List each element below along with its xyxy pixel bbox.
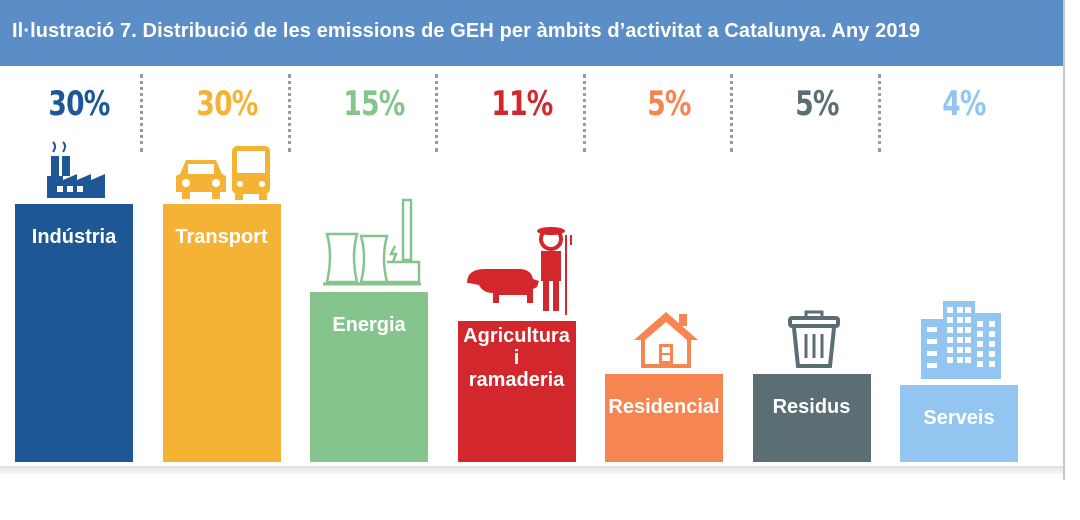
category-label: Serveis bbox=[900, 407, 1018, 429]
value-label: 4% bbox=[942, 84, 986, 124]
value-label: 5% bbox=[647, 84, 691, 124]
category-label: Residencial bbox=[605, 396, 723, 418]
power-plant-icon bbox=[321, 196, 421, 288]
column-separator bbox=[730, 74, 733, 152]
category-label-line: i bbox=[513, 347, 520, 369]
bar: Transport bbox=[162, 204, 281, 462]
column-separator bbox=[287, 74, 291, 152]
category-label-line: Residencial bbox=[608, 396, 720, 418]
category-label: Energia bbox=[310, 314, 428, 336]
bar: Residencial bbox=[605, 374, 723, 462]
category-label: Indústria bbox=[15, 226, 133, 248]
value-label: 11% bbox=[490, 84, 553, 124]
category-label-line: Serveis bbox=[923, 407, 995, 429]
farmer-pig-icon bbox=[463, 225, 575, 317]
bar: Energia bbox=[310, 292, 428, 462]
trash-can-icon bbox=[786, 310, 842, 370]
title-bar: Il·lustració 7. Distribució de les emiss… bbox=[0, 0, 1065, 66]
value-label: 30% bbox=[195, 84, 258, 124]
column-separator bbox=[582, 74, 586, 152]
column-separator bbox=[435, 74, 438, 152]
car-bus-icon bbox=[174, 144, 274, 200]
house-icon bbox=[631, 308, 701, 370]
category-label: Transport bbox=[163, 226, 281, 248]
column-separator bbox=[140, 74, 143, 152]
category-label-line: Residus bbox=[772, 396, 851, 418]
category-label-line: Transport bbox=[175, 226, 268, 248]
buildings-icon bbox=[919, 299, 1003, 381]
bar: Indústria bbox=[15, 204, 133, 462]
baseline-shadow bbox=[0, 466, 1063, 474]
bar: Agricultura i ramaderia bbox=[457, 321, 576, 462]
category-label-line: Energia bbox=[332, 314, 406, 336]
category-label-line: ramaderia bbox=[468, 369, 565, 391]
value-label: 5% bbox=[794, 84, 839, 124]
category-label: Residus bbox=[753, 396, 871, 418]
factory-icon bbox=[45, 138, 107, 200]
category-label: Agricultura i ramaderia bbox=[458, 325, 576, 391]
category-label-line: Agricultura bbox=[463, 325, 570, 347]
bar: Serveis bbox=[900, 385, 1018, 462]
category-label-line: Indústria bbox=[31, 226, 117, 248]
value-label: 30% bbox=[48, 84, 110, 124]
column-separator bbox=[877, 74, 881, 152]
chart-title: Il·lustració 7. Distribució de les emiss… bbox=[12, 20, 921, 42]
bar: Residus bbox=[752, 374, 871, 462]
frame-edge bbox=[1063, 0, 1065, 480]
value-label: 15% bbox=[343, 84, 405, 124]
